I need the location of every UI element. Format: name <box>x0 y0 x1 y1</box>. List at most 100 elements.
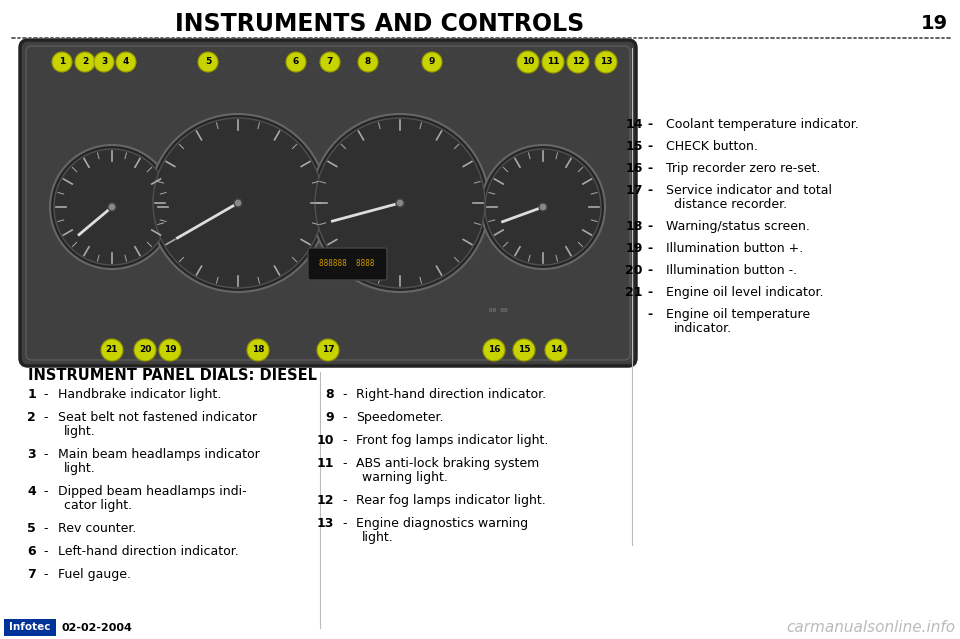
Text: 15: 15 <box>626 140 643 153</box>
Text: CHECK button.: CHECK button. <box>666 140 757 153</box>
Text: -: - <box>342 494 347 507</box>
Text: 00 00: 00 00 <box>489 307 508 312</box>
Circle shape <box>320 52 340 72</box>
Text: 1: 1 <box>27 388 36 401</box>
Text: 18: 18 <box>626 220 643 233</box>
Text: light.: light. <box>64 462 96 475</box>
Text: Trip recorder zero re-set.: Trip recorder zero re-set. <box>666 162 821 175</box>
FancyBboxPatch shape <box>4 619 56 636</box>
Circle shape <box>101 339 123 361</box>
Text: 13: 13 <box>600 58 612 66</box>
Text: Illumination button +.: Illumination button +. <box>666 242 804 255</box>
Text: 02-02-2004: 02-02-2004 <box>62 623 132 633</box>
Circle shape <box>50 145 174 269</box>
Text: distance recorder.: distance recorder. <box>674 198 787 211</box>
Text: Infotec: Infotec <box>10 622 51 633</box>
Circle shape <box>485 149 601 265</box>
Text: -: - <box>43 545 47 558</box>
Text: -: - <box>342 434 347 447</box>
Text: 3: 3 <box>28 448 36 461</box>
Text: -: - <box>647 286 652 299</box>
Text: 14: 14 <box>550 346 563 355</box>
Text: 12: 12 <box>572 58 585 66</box>
Text: 1: 1 <box>59 58 65 66</box>
Text: Warning/status screen.: Warning/status screen. <box>666 220 810 233</box>
Text: 7: 7 <box>27 568 36 581</box>
Circle shape <box>567 51 589 73</box>
Text: -: - <box>647 308 652 321</box>
Text: ABS anti-lock braking system: ABS anti-lock braking system <box>356 457 540 470</box>
Circle shape <box>75 52 95 72</box>
Text: INSTRUMENTS AND CONTROLS: INSTRUMENTS AND CONTROLS <box>176 12 585 36</box>
Circle shape <box>513 339 535 361</box>
Text: -: - <box>43 411 47 424</box>
Text: Rev counter.: Rev counter. <box>58 522 136 535</box>
Circle shape <box>422 52 442 72</box>
Circle shape <box>159 339 181 361</box>
Text: 7: 7 <box>326 58 333 66</box>
Circle shape <box>149 114 327 292</box>
Circle shape <box>54 149 170 265</box>
Text: 14: 14 <box>626 118 643 131</box>
Text: 20: 20 <box>626 264 643 277</box>
Circle shape <box>545 339 567 361</box>
Text: -: - <box>647 162 652 175</box>
Circle shape <box>116 52 136 72</box>
Circle shape <box>358 52 378 72</box>
Circle shape <box>539 203 547 211</box>
Circle shape <box>517 51 539 73</box>
Text: 17: 17 <box>322 346 334 355</box>
Text: -: - <box>647 140 652 153</box>
Circle shape <box>108 203 116 211</box>
Text: 11: 11 <box>317 457 334 470</box>
Text: 5: 5 <box>204 58 211 66</box>
Text: -: - <box>342 517 347 530</box>
Text: -: - <box>342 411 347 424</box>
Circle shape <box>542 51 564 73</box>
Text: 4: 4 <box>123 58 130 66</box>
Circle shape <box>247 339 269 361</box>
Text: 4: 4 <box>27 485 36 498</box>
Text: 11: 11 <box>547 58 560 66</box>
Circle shape <box>483 339 505 361</box>
Text: 15: 15 <box>517 346 530 355</box>
Text: 8: 8 <box>365 58 372 66</box>
Text: 2: 2 <box>82 58 88 66</box>
Text: Left-hand direction indicator.: Left-hand direction indicator. <box>58 545 239 558</box>
Text: -: - <box>647 242 652 255</box>
Text: 21: 21 <box>106 346 118 355</box>
Text: Dipped beam headlamps indi-: Dipped beam headlamps indi- <box>58 485 247 498</box>
Circle shape <box>315 118 485 288</box>
Circle shape <box>198 52 218 72</box>
Text: light.: light. <box>64 425 96 438</box>
Text: 18: 18 <box>252 346 264 355</box>
Text: Seat belt not fastened indicator: Seat belt not fastened indicator <box>58 411 257 424</box>
Text: 19: 19 <box>626 242 643 255</box>
Text: carmanualsonline.info: carmanualsonline.info <box>786 620 955 636</box>
Text: -: - <box>647 264 652 277</box>
Text: 21: 21 <box>626 286 643 299</box>
Text: warning light.: warning light. <box>362 471 448 484</box>
Text: -: - <box>647 118 652 131</box>
Text: Engine diagnostics warning: Engine diagnostics warning <box>356 517 528 530</box>
Text: Speedometer.: Speedometer. <box>356 411 444 424</box>
Text: indicator.: indicator. <box>674 322 732 335</box>
Text: 10: 10 <box>522 58 534 66</box>
Text: 9: 9 <box>429 58 435 66</box>
Text: -: - <box>43 388 47 401</box>
Circle shape <box>153 118 323 288</box>
FancyBboxPatch shape <box>20 40 636 366</box>
Circle shape <box>481 145 605 269</box>
Text: 6: 6 <box>293 58 300 66</box>
Text: 2: 2 <box>27 411 36 424</box>
Text: 5: 5 <box>27 522 36 535</box>
Text: Coolant temperature indicator.: Coolant temperature indicator. <box>666 118 859 131</box>
Text: 3: 3 <box>101 58 108 66</box>
Text: Front fog lamps indicator light.: Front fog lamps indicator light. <box>356 434 548 447</box>
Text: -: - <box>647 220 652 233</box>
Text: 13: 13 <box>317 517 334 530</box>
Text: 6: 6 <box>28 545 36 558</box>
Text: 12: 12 <box>317 494 334 507</box>
Text: 19: 19 <box>164 346 177 355</box>
Text: Engine oil level indicator.: Engine oil level indicator. <box>666 286 824 299</box>
